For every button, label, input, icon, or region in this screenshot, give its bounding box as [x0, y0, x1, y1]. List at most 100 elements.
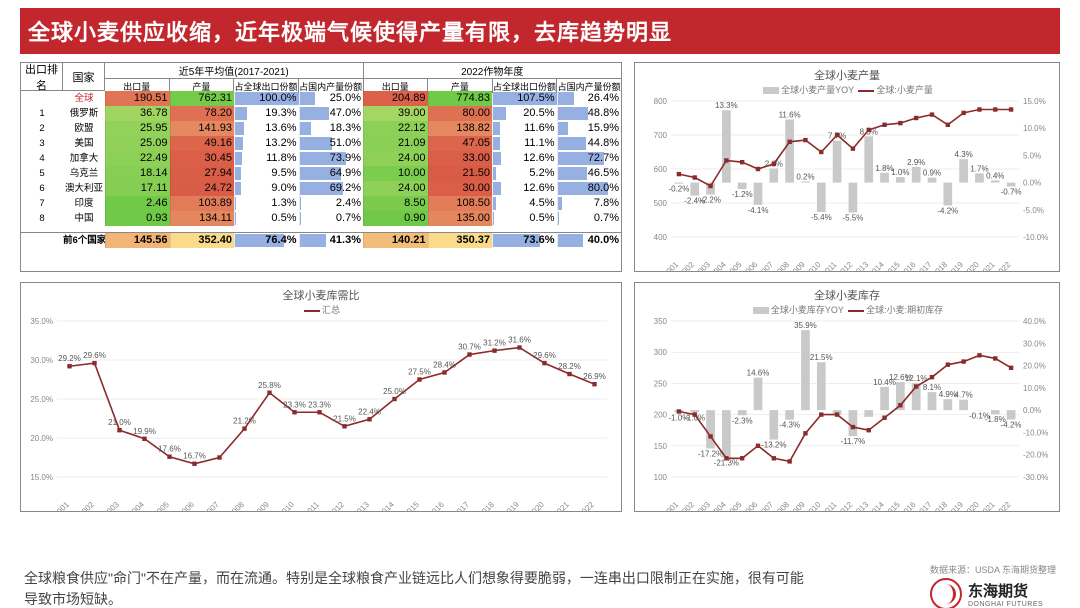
svg-text:2004: 2004: [709, 500, 728, 511]
svg-text:2006: 2006: [177, 500, 196, 511]
svg-text:2013: 2013: [851, 500, 870, 511]
svg-text:21.2%: 21.2%: [233, 417, 256, 426]
svg-text:2004: 2004: [709, 260, 728, 271]
svg-text:-13.2%: -13.2%: [761, 441, 786, 450]
chart-title: 全球小麦产量: [635, 67, 1059, 83]
svg-text:2018: 2018: [930, 500, 949, 511]
svg-text:2017: 2017: [914, 500, 933, 511]
svg-text:2012: 2012: [327, 500, 346, 511]
svg-text:2007: 2007: [202, 500, 221, 511]
svg-text:2019: 2019: [946, 260, 965, 271]
th-group: 2022作物年度: [364, 63, 622, 79]
svg-text:2005: 2005: [152, 500, 171, 511]
svg-text:2001: 2001: [52, 500, 71, 511]
svg-text:2013: 2013: [851, 260, 870, 271]
table-row: 前6个国家合计 145.56352.4076.4%41.3% 140.21350…: [21, 232, 621, 248]
svg-text:22.4%: 22.4%: [358, 407, 381, 416]
svg-text:2006: 2006: [740, 260, 759, 271]
svg-text:2022: 2022: [994, 260, 1013, 271]
svg-text:2012: 2012: [835, 260, 854, 271]
chart-legend: 全球小麦产量YOY 全球:小麦产量: [635, 83, 1059, 96]
data-source: 数据来源：USDA 东海期货整理: [930, 563, 1056, 576]
svg-text:2015: 2015: [883, 500, 902, 511]
svg-text:2003: 2003: [693, 500, 712, 511]
th-country: 国家: [73, 69, 95, 85]
svg-text:29.6%: 29.6%: [83, 351, 106, 360]
svg-text:2005: 2005: [725, 260, 744, 271]
svg-text:25.0%: 25.0%: [383, 387, 406, 396]
chart-title: 全球小麦库需比: [21, 287, 621, 303]
svg-text:2015: 2015: [402, 500, 421, 511]
svg-text:2018: 2018: [930, 260, 949, 271]
svg-text:28.4%: 28.4%: [433, 360, 456, 369]
svg-text:2016: 2016: [899, 500, 918, 511]
svg-text:-11.7%: -11.7%: [841, 437, 866, 446]
brand-logo-icon: [930, 578, 962, 608]
svg-text:2020: 2020: [527, 500, 546, 511]
svg-text:-10.0%: -10.0%: [1023, 428, 1048, 437]
svg-text:40.0%: 40.0%: [1023, 317, 1046, 326]
svg-text:25.0%: 25.0%: [30, 395, 53, 404]
svg-text:2015: 2015: [883, 260, 902, 271]
svg-text:250: 250: [654, 379, 668, 388]
svg-text:2019: 2019: [502, 500, 521, 511]
chart-legend: 全球小麦库存YOY 全球:小麦:期初库存: [635, 303, 1059, 316]
svg-text:2001: 2001: [661, 260, 680, 271]
svg-text:2011: 2011: [302, 500, 321, 511]
th-rank: 出口排名: [21, 61, 62, 93]
svg-text:2002: 2002: [677, 500, 696, 511]
svg-text:30.7%: 30.7%: [458, 343, 481, 352]
brand-name-cn: 东海期货: [968, 580, 1043, 601]
svg-text:2003: 2003: [693, 260, 712, 271]
svg-text:2014: 2014: [867, 500, 886, 511]
svg-text:2010: 2010: [804, 260, 823, 271]
svg-text:-2.3%: -2.3%: [732, 416, 753, 425]
svg-text:-5.5%: -5.5%: [842, 214, 863, 223]
svg-text:2010: 2010: [804, 500, 823, 511]
svg-text:2007: 2007: [756, 500, 775, 511]
svg-text:2011: 2011: [820, 260, 839, 271]
svg-text:2010: 2010: [277, 500, 296, 511]
svg-text:0.2%: 0.2%: [796, 173, 814, 182]
chart-production: 全球小麦产量全球小麦产量YOY 全球:小麦产量400500600700800-1…: [634, 62, 1060, 272]
svg-text:-17.2%: -17.2%: [698, 449, 723, 458]
svg-text:0.4%: 0.4%: [986, 171, 1004, 180]
svg-text:2001: 2001: [661, 500, 680, 511]
svg-text:500: 500: [654, 199, 668, 208]
chart-title: 全球小麦库存: [635, 287, 1059, 303]
footer-commentary: 全球粮食供应"命门"不在产量，而在流通。特别是全球粮食产业链远比人们想象得要脆弱…: [24, 568, 804, 608]
svg-text:15.0%: 15.0%: [30, 473, 53, 482]
svg-text:-4.1%: -4.1%: [748, 206, 769, 215]
svg-text:2006: 2006: [740, 500, 759, 511]
svg-text:2022: 2022: [994, 500, 1013, 511]
svg-text:2004: 2004: [127, 500, 146, 511]
svg-text:2003: 2003: [102, 500, 121, 511]
svg-text:2008: 2008: [227, 500, 246, 511]
svg-text:2017: 2017: [452, 500, 471, 511]
svg-text:15.0%: 15.0%: [1023, 97, 1046, 106]
svg-text:2012: 2012: [835, 500, 854, 511]
svg-text:2018: 2018: [477, 500, 496, 511]
svg-text:0.9%: 0.9%: [923, 169, 941, 178]
svg-text:10.0%: 10.0%: [1023, 124, 1046, 133]
svg-text:2020: 2020: [962, 260, 981, 271]
svg-text:400: 400: [654, 233, 668, 242]
svg-text:21.5%: 21.5%: [333, 414, 356, 423]
chart-legend: 汇总: [21, 303, 621, 316]
svg-text:2007: 2007: [756, 260, 775, 271]
svg-text:350: 350: [654, 317, 668, 326]
svg-text:35.9%: 35.9%: [794, 321, 817, 330]
svg-text:20.0%: 20.0%: [1023, 362, 1046, 371]
svg-text:-0.7%: -0.7%: [1001, 187, 1022, 196]
svg-text:600: 600: [654, 165, 668, 174]
svg-text:31.6%: 31.6%: [508, 336, 531, 345]
chart-inventory-ratio: 全球小麦库需比汇总15.0%20.0%25.0%30.0%35.0%200120…: [20, 282, 622, 512]
svg-text:-30.0%: -30.0%: [1023, 473, 1048, 482]
svg-text:700: 700: [654, 131, 668, 140]
svg-text:23.3%: 23.3%: [308, 400, 331, 409]
svg-text:200: 200: [654, 411, 668, 420]
page-title: 全球小麦供应收缩，近年极端气候使得产量有限，去库趋势明显: [20, 8, 1060, 54]
svg-text:800: 800: [654, 97, 668, 106]
svg-text:2017: 2017: [914, 260, 933, 271]
svg-text:300: 300: [654, 348, 668, 357]
